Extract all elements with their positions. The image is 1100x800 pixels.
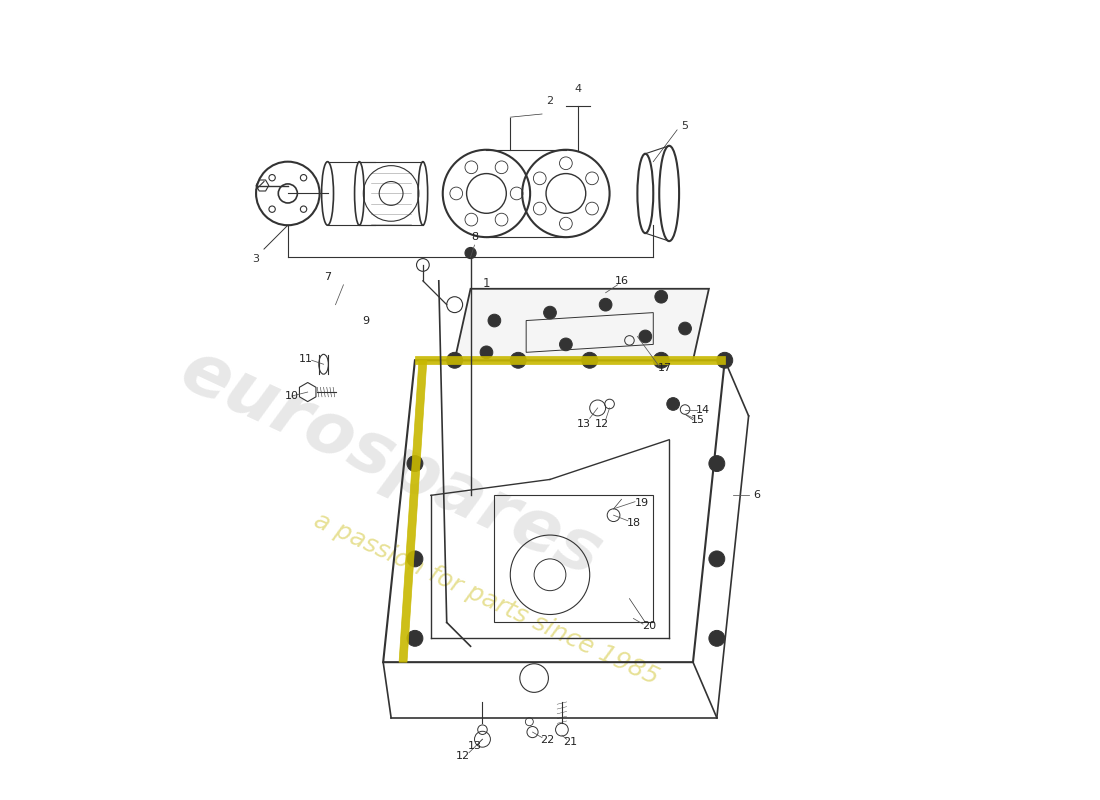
Circle shape	[717, 352, 733, 368]
Circle shape	[708, 630, 725, 646]
Text: 13: 13	[578, 419, 591, 429]
Text: 13: 13	[468, 741, 482, 750]
Text: eurospares: eurospares	[169, 336, 613, 591]
Circle shape	[407, 630, 422, 646]
Circle shape	[708, 456, 725, 471]
Text: 3: 3	[253, 254, 260, 263]
Text: 4: 4	[574, 84, 582, 94]
Text: 15: 15	[691, 415, 705, 425]
Text: 8: 8	[471, 232, 478, 242]
Circle shape	[480, 346, 493, 358]
Circle shape	[667, 398, 680, 410]
Text: 14: 14	[695, 405, 710, 414]
Text: 21: 21	[563, 737, 576, 746]
Circle shape	[488, 314, 501, 327]
Circle shape	[653, 352, 669, 368]
Text: 20: 20	[642, 622, 657, 631]
Circle shape	[465, 247, 476, 258]
Circle shape	[708, 551, 725, 567]
Circle shape	[407, 551, 422, 567]
Circle shape	[679, 322, 692, 335]
Text: 6: 6	[754, 490, 760, 500]
Text: 2: 2	[547, 96, 553, 106]
Text: 9: 9	[362, 315, 370, 326]
Polygon shape	[415, 356, 725, 364]
Text: 19: 19	[635, 498, 649, 508]
Text: 18: 18	[627, 518, 641, 528]
Circle shape	[407, 456, 422, 471]
Circle shape	[560, 338, 572, 350]
Circle shape	[582, 352, 597, 368]
Circle shape	[510, 352, 526, 368]
Text: 1: 1	[483, 277, 491, 290]
Circle shape	[639, 330, 651, 342]
Text: 12: 12	[595, 419, 608, 429]
Text: 12: 12	[455, 751, 470, 761]
Text: 22: 22	[540, 735, 554, 745]
Text: 16: 16	[615, 276, 628, 286]
Polygon shape	[454, 289, 708, 360]
Text: 7: 7	[324, 272, 331, 282]
Circle shape	[447, 352, 463, 368]
Circle shape	[600, 298, 612, 311]
Text: 5: 5	[681, 121, 689, 131]
Polygon shape	[399, 360, 427, 662]
Text: 10: 10	[285, 391, 299, 401]
Text: 17: 17	[658, 363, 672, 374]
Circle shape	[543, 306, 557, 319]
Text: a passion for parts since 1985: a passion for parts since 1985	[310, 508, 662, 690]
Circle shape	[654, 290, 668, 303]
Text: 11: 11	[299, 354, 314, 364]
